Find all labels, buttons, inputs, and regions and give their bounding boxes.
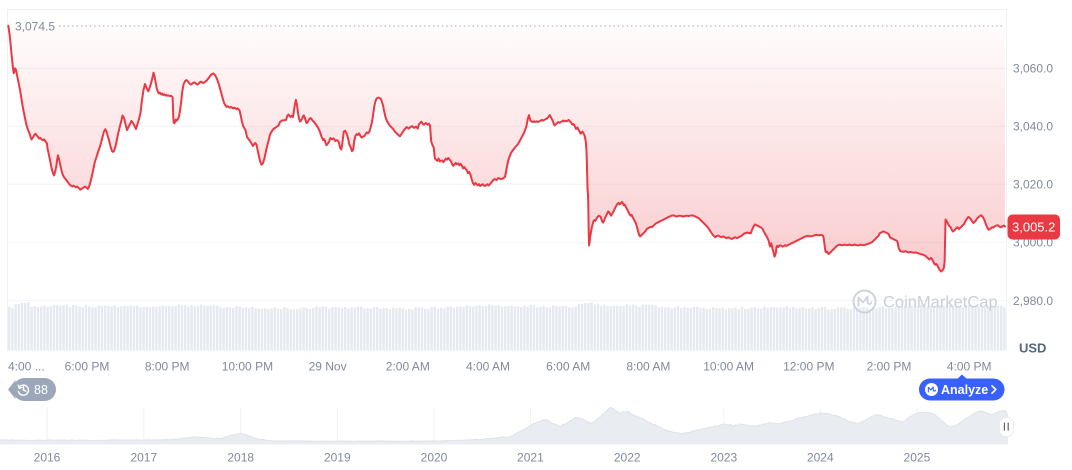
svg-text:Analyze: Analyze (941, 383, 988, 397)
svg-text:2023: 2023 (710, 451, 737, 465)
svg-text:CoinMarketCap: CoinMarketCap (883, 294, 998, 312)
svg-text:2021: 2021 (517, 451, 544, 465)
svg-text:6:00 AM: 6:00 AM (546, 360, 590, 374)
svg-text:29 Nov: 29 Nov (309, 360, 347, 374)
svg-text:4:00 ...: 4:00 ... (8, 360, 45, 374)
svg-text:USD: USD (1019, 341, 1046, 356)
svg-text:4:00 PM: 4:00 PM (947, 360, 992, 374)
svg-text:10:00 PM: 10:00 PM (222, 360, 273, 374)
svg-text:3,020.0: 3,020.0 (1013, 178, 1053, 192)
svg-text:3,060.0: 3,060.0 (1013, 62, 1053, 76)
svg-text:4:00 AM: 4:00 AM (466, 360, 510, 374)
svg-text:2019: 2019 (324, 451, 351, 465)
svg-text:3,040.0: 3,040.0 (1013, 120, 1053, 134)
svg-text:8:00 AM: 8:00 AM (626, 360, 670, 374)
svg-text:2:00 AM: 2:00 AM (386, 360, 430, 374)
svg-text:2022: 2022 (614, 451, 641, 465)
svg-text:2,980.0: 2,980.0 (1013, 294, 1053, 308)
svg-text:2018: 2018 (227, 451, 254, 465)
svg-text:8:00 PM: 8:00 PM (145, 360, 190, 374)
svg-text:2020: 2020 (421, 451, 448, 465)
svg-text:2024: 2024 (807, 451, 834, 465)
svg-text:2017: 2017 (130, 451, 157, 465)
svg-text:2016: 2016 (34, 451, 61, 465)
svg-text:2:00 PM: 2:00 PM (867, 360, 912, 374)
svg-text:6:00 PM: 6:00 PM (65, 360, 110, 374)
svg-text:88: 88 (34, 383, 48, 397)
svg-text:3,005.2: 3,005.2 (1012, 220, 1055, 235)
svg-text:10:00 AM: 10:00 AM (703, 360, 754, 374)
svg-text:3,074.5: 3,074.5 (15, 20, 55, 34)
svg-text:2025: 2025 (904, 451, 931, 465)
svg-text:12:00 PM: 12:00 PM (783, 360, 834, 374)
